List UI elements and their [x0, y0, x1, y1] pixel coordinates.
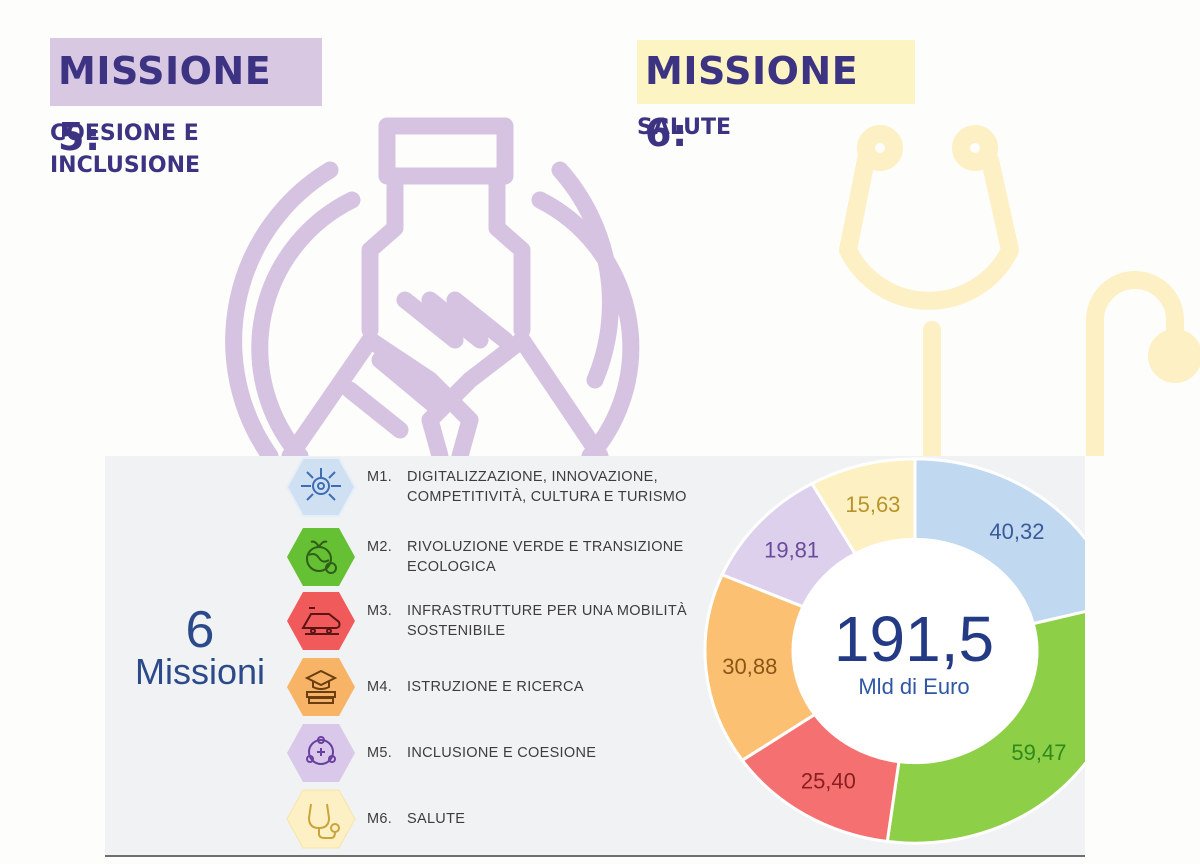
graduation-books-icon [285, 656, 357, 718]
legend-code: M3. [367, 603, 393, 619]
panel-divider [105, 855, 1085, 857]
mission6-subtitle: SALUTE [637, 115, 732, 140]
train-icon [285, 590, 357, 652]
missions-count-label: Missioni [134, 651, 266, 692]
legend-code: M5. [367, 745, 393, 761]
stethoscope-icon [839, 125, 1200, 456]
donut-value-label: 40,32 [989, 519, 1044, 544]
donut-hole [794, 540, 1036, 762]
donut-value-label: 25,40 [801, 769, 856, 794]
legend-code: M6. [367, 811, 393, 827]
donut-center-total: 191,5 [833, 603, 995, 675]
donut-value-label: 15,63 [845, 492, 900, 517]
legend-label: ISTRUZIONE E RICERCA [407, 679, 584, 695]
legend-label: DIGITALIZZAZIONE, INNOVAZIONE, COMPETITI… [407, 469, 687, 505]
mission6-title: MISSIONE 6: [637, 40, 915, 155]
donut-value-label: 30,88 [722, 654, 777, 679]
legend-item-m1: M1. DIGITALIZZAZIONE, INNOVAZIONE, COMPE… [285, 456, 705, 518]
legend-label: SALUTE [407, 811, 466, 827]
helping-hands-icon [225, 117, 640, 456]
donut-value-label: 19,81 [764, 537, 819, 562]
mission5-subtitle: COESIONE E INCLUSIONE [50, 121, 201, 178]
legend-label: RIVOLUZIONE VERDE E TRANSIZIONE ECOLOGIC… [407, 539, 684, 575]
digital-network-icon [285, 456, 357, 518]
legend-code: M1. [367, 469, 393, 485]
people-circle-icon [285, 722, 357, 784]
legend-item-m5: M5. INCLUSIONE E COESIONE [285, 722, 705, 784]
budget-donut-chart: 40,32 59,47 25,40 30,88 19,81 15,63 191,5 Mld… [655, 456, 1127, 856]
donut-center-unit: Mld di Euro [858, 674, 970, 699]
donut-value-label: 59,47 [1011, 740, 1066, 765]
legend-item-m4: M4. ISTRUZIONE E RICERCA [285, 656, 705, 718]
mission5-title: MISSIONE 5: [50, 38, 322, 159]
legend-label: INCLUSIONE E COESIONE [407, 745, 597, 761]
stethoscope-icon [285, 788, 357, 850]
green-globe-icon [285, 526, 357, 588]
legend-item-m3: M3. INFRASTRUTTURE PER UNA MOBILITÀ SOST… [285, 590, 705, 652]
legend-item-m6: M6. SALUTE [285, 788, 705, 850]
background-illustrations [225, 117, 1200, 456]
missions-header: MISSIONE 5: COESIONE E INCLUSIONE MISSIO… [50, 38, 1200, 456]
donut-svg: 40,32 59,47 25,40 30,88 19,81 15,63 [703, 457, 1127, 845]
legend-label: INFRASTRUTTURE PER UNA MOBILITÀ SOSTENIB… [407, 603, 687, 639]
missions-count: 6 [185, 601, 215, 659]
legend-code: M2. [367, 539, 393, 555]
missions-panel: 6 Missioni M1. DIGITALIZZAZIONE, INNOVAZ… [105, 456, 1127, 856]
donut-slice-m6 [809, 457, 917, 556]
legend-code: M4. [367, 679, 393, 695]
legend-item-m2: M2. RIVOLUZIONE VERDE E TRANSIZIONE ECOL… [285, 526, 705, 588]
missions-legend: M1. DIGITALIZZAZIONE, INNOVAZIONE, COMPE… [105, 456, 705, 856]
